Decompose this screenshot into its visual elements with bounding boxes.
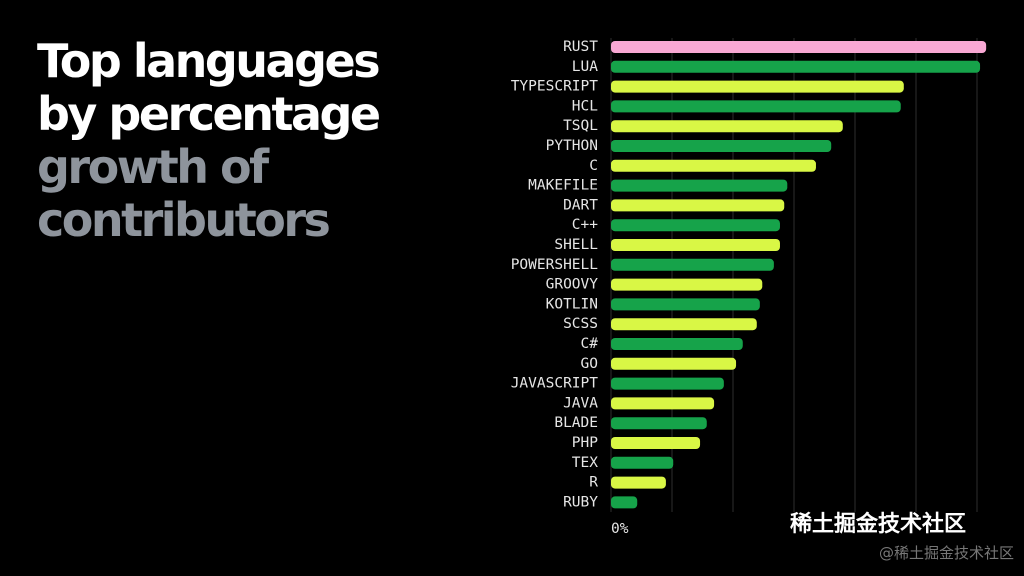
bar: [611, 278, 763, 291]
bar: [611, 417, 707, 430]
y-tick-label: MAKEFILE: [528, 178, 598, 194]
title-line: growth of: [37, 140, 270, 194]
bar: [611, 219, 780, 232]
y-tick-label: RUBY: [563, 494, 598, 510]
bar: [611, 456, 674, 469]
y-tick-label: KOTLIN: [546, 296, 598, 312]
y-tick-label: SHELL: [554, 237, 598, 253]
bar: [611, 199, 785, 212]
y-tick-label: TSQL: [563, 118, 598, 134]
title-line: contributors: [37, 193, 330, 247]
watermark-small: @稀土掘金技术社区: [879, 544, 1014, 562]
watermark: 稀土掘金技术社区: [790, 511, 966, 537]
bar: [611, 437, 701, 449]
y-tick-label: HCL: [572, 98, 598, 114]
bar: [611, 496, 638, 509]
y-tick-label: POWERSHELL: [511, 257, 599, 273]
y-tick-label: TEX: [572, 455, 598, 471]
y-tick-label: PYTHON: [546, 138, 598, 154]
bar: [611, 80, 904, 93]
bar: [611, 318, 757, 331]
y-tick-label: R: [589, 475, 598, 491]
bar: [611, 258, 774, 271]
y-tick-label: TYPESCRIPT: [511, 79, 599, 95]
title-line: by percentage: [37, 87, 379, 141]
bar: [611, 397, 715, 410]
y-tick-label: GROOVY: [546, 277, 599, 293]
bar: [611, 140, 832, 152]
bar: [611, 298, 760, 311]
bar: [611, 41, 987, 53]
y-tick-label: C#: [581, 336, 599, 352]
y-tick-label: C: [589, 158, 598, 174]
y-tick-label: RUST: [563, 39, 598, 55]
bar: [611, 239, 780, 251]
y-tick-label: GO: [581, 356, 598, 372]
title-line: Top languages: [37, 34, 379, 88]
bar: [611, 159, 816, 172]
bar: [611, 100, 901, 113]
x-tick-label: 0%: [611, 521, 629, 537]
bar: [611, 338, 743, 350]
y-tick-label: JAVA: [563, 395, 598, 411]
y-tick-label: JAVASCRIPT: [511, 376, 599, 392]
bar: [611, 120, 843, 133]
y-tick-label: BLADE: [554, 415, 598, 431]
bar: [611, 377, 724, 390]
bar: [611, 179, 788, 192]
bar: [611, 60, 981, 73]
y-tick-label: SCSS: [563, 316, 598, 332]
y-tick-label: DART: [563, 197, 598, 213]
y-tick-label: C++: [572, 217, 598, 233]
y-tick-label: LUA: [572, 59, 598, 75]
bar: [611, 357, 737, 370]
y-tick-label: PHP: [572, 435, 598, 451]
bar: [611, 476, 666, 489]
